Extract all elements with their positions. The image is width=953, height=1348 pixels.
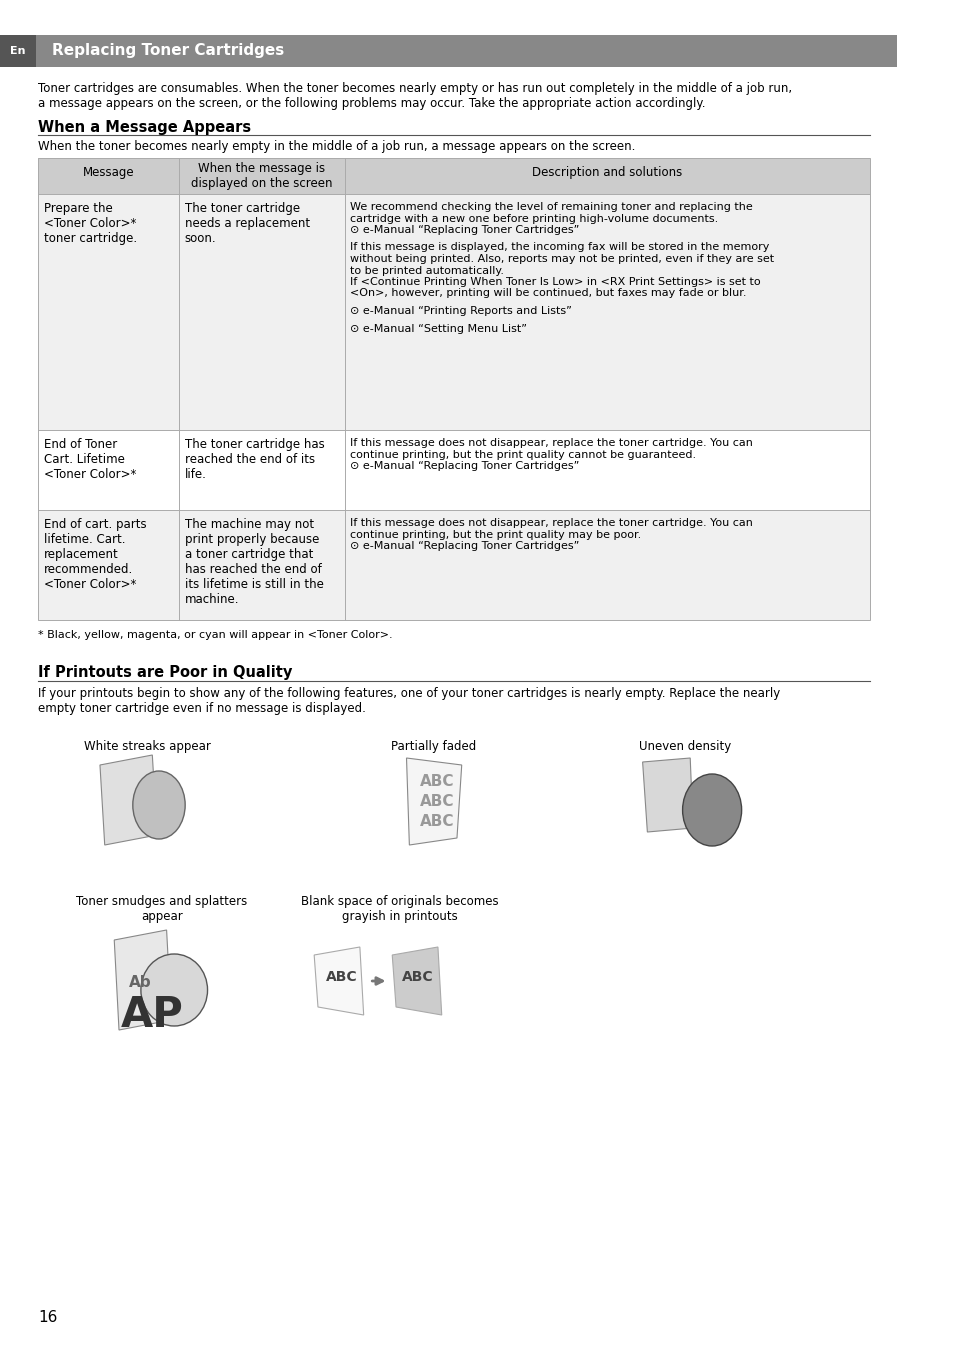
Text: * Black, yellow, magenta, or cyan will appear in <Toner Color>.: * Black, yellow, magenta, or cyan will a… [38, 630, 393, 640]
Text: continue printing, but the print quality cannot be guaranteed.: continue printing, but the print quality… [350, 449, 696, 460]
Bar [38, 158, 869, 194]
Text: ⊙ e-Manual “Replacing Toner Cartridges”: ⊙ e-Manual “Replacing Toner Cartridges” [350, 541, 579, 551]
Ellipse shape [141, 954, 208, 1026]
Text: ABC: ABC [325, 971, 356, 984]
Text: cartridge with a new one before printing high-volume documents.: cartridge with a new one before printing… [350, 213, 718, 224]
Text: If this message does not disappear, replace the toner cartridge. You can: If this message does not disappear, repl… [350, 518, 753, 528]
Text: 16: 16 [38, 1310, 57, 1325]
Text: Replacing Toner Cartridges: Replacing Toner Cartridges [52, 43, 284, 58]
Text: The machine may not
print properly because
a toner cartridge that
has reached th: The machine may not print properly becau… [185, 518, 323, 607]
Bar [38, 510, 869, 620]
Bar [38, 430, 869, 510]
Polygon shape [314, 948, 363, 1015]
Text: Toner smudges and splatters
appear: Toner smudges and splatters appear [76, 895, 247, 923]
Text: Toner cartridges are consumables. When the toner becomes nearly empty or has run: Toner cartridges are consumables. When t… [38, 82, 791, 111]
Text: When the toner becomes nearly empty in the middle of a job run, a message appear: When the toner becomes nearly empty in t… [38, 140, 635, 154]
Bar [38, 158, 869, 620]
Text: ABC: ABC [419, 775, 454, 790]
Text: ⊙ e-Manual “Replacing Toner Cartridges”: ⊙ e-Manual “Replacing Toner Cartridges” [350, 225, 579, 235]
Text: We recommend checking the level of remaining toner and replacing the: We recommend checking the level of remai… [350, 202, 752, 212]
Text: If this message does not disappear, replace the toner cartridge. You can: If this message does not disappear, repl… [350, 438, 753, 448]
Text: Prepare the
<Toner Color>*
toner cartridge.: Prepare the <Toner Color>* toner cartrid… [44, 202, 137, 245]
Text: Message: Message [83, 166, 134, 179]
Text: If Printouts are Poor in Quality: If Printouts are Poor in Quality [38, 665, 293, 679]
Text: Description and solutions: Description and solutions [532, 166, 681, 179]
Text: ABC: ABC [419, 814, 454, 829]
Ellipse shape [132, 771, 185, 838]
Text: <On>, however, printing will be continued, but faxes may fade or blur.: <On>, however, printing will be continue… [350, 288, 746, 298]
Text: ABC: ABC [419, 794, 454, 810]
Text: The toner cartridge
needs a replacement
soon.: The toner cartridge needs a replacement … [185, 202, 310, 245]
Text: If this message is displayed, the incoming fax will be stored in the memory: If this message is displayed, the incomi… [350, 243, 769, 252]
Text: If <Continue Printing When Toner Is Low> in <RX Print Settings> is set to: If <Continue Printing When Toner Is Low>… [350, 276, 760, 287]
Bar [36, 35, 896, 67]
Text: to be printed automatically.: to be printed automatically. [350, 266, 504, 275]
Text: White streaks appear: White streaks appear [84, 740, 211, 754]
Polygon shape [392, 948, 441, 1015]
Polygon shape [100, 755, 157, 845]
Ellipse shape [682, 774, 740, 847]
Text: Ab: Ab [129, 975, 151, 989]
Bar [38, 194, 869, 430]
Polygon shape [406, 758, 461, 845]
Polygon shape [114, 930, 172, 1030]
Text: En: En [10, 46, 26, 57]
Bar [0, 35, 36, 67]
Text: ⊙ e-Manual “Setting Menu List”: ⊙ e-Manual “Setting Menu List” [350, 324, 527, 333]
Text: ABC: ABC [401, 971, 433, 984]
Text: Uneven density: Uneven density [639, 740, 731, 754]
Text: When the message is
displayed on the screen: When the message is displayed on the scr… [191, 162, 333, 190]
Text: Partially faded: Partially faded [390, 740, 476, 754]
Polygon shape [642, 758, 692, 832]
Text: without being printed. Also, reports may not be printed, even if they are set: without being printed. Also, reports may… [350, 253, 774, 264]
Text: The toner cartridge has
reached the end of its
life.: The toner cartridge has reached the end … [185, 438, 324, 481]
Text: When a Message Appears: When a Message Appears [38, 120, 251, 135]
Text: If your printouts begin to show any of the following features, one of your toner: If your printouts begin to show any of t… [38, 687, 780, 714]
Text: ⊙ e-Manual “Printing Reports and Lists”: ⊙ e-Manual “Printing Reports and Lists” [350, 306, 572, 315]
Text: ⊙ e-Manual “Replacing Toner Cartridges”: ⊙ e-Manual “Replacing Toner Cartridges” [350, 461, 579, 470]
Text: AP: AP [121, 993, 184, 1037]
Text: End of cart. parts
lifetime. Cart.
replacement
recommended.
<Toner Color>*: End of cart. parts lifetime. Cart. repla… [44, 518, 146, 590]
Text: End of Toner
Cart. Lifetime
<Toner Color>*: End of Toner Cart. Lifetime <Toner Color… [44, 438, 136, 481]
Text: Blank space of originals becomes
grayish in printouts: Blank space of originals becomes grayish… [301, 895, 498, 923]
Text: continue printing, but the print quality may be poor.: continue printing, but the print quality… [350, 530, 641, 539]
